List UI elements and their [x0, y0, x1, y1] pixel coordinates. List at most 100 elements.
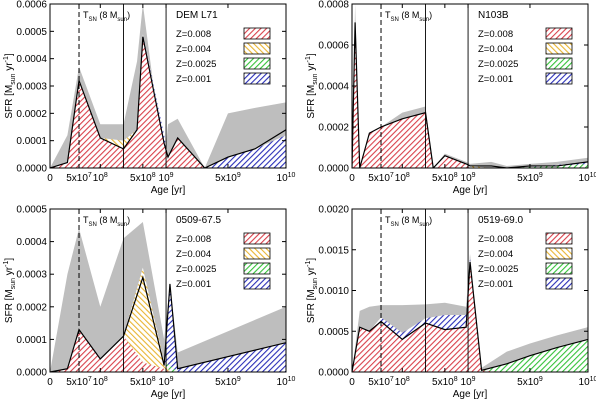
- x-tick-label: 5x108: [130, 376, 156, 388]
- y-tick-label: 0.0006: [318, 41, 349, 52]
- legend-label: Z=0.008: [176, 234, 211, 245]
- total-sfr-line: [50, 36, 286, 168]
- y-tick-label: 0.0000: [318, 164, 349, 175]
- x-tick-label: 108: [395, 376, 410, 388]
- panel-name: N103B: [478, 10, 509, 21]
- legend-swatch: [243, 57, 271, 70]
- x-tick-label: 5x109: [215, 172, 241, 184]
- legend: Z=0.008 Z=0.004 Z=0.0025 Z=0.001: [176, 27, 271, 85]
- y-tick-label: 0.0002: [16, 302, 47, 313]
- x-tick-label: 0: [47, 377, 53, 388]
- legend-swatch: [243, 42, 271, 55]
- y-tick-label: 0.0001: [16, 136, 47, 147]
- x-tick-label: 1010: [277, 376, 296, 388]
- y-tick-label: 0.0003: [16, 82, 47, 93]
- x-tick-label: 5x109: [517, 376, 543, 388]
- plot-frame: [49, 208, 287, 373]
- legend-label: Z=0.004: [478, 249, 513, 260]
- legend-label: Z=0.008: [478, 29, 513, 40]
- x-tick-label: 5x107: [66, 172, 92, 184]
- tsn-label: TSN (8 Msun): [385, 215, 432, 228]
- plot-area: [352, 4, 588, 168]
- panel-3: 0.0000 0.0001 0.0002 0.0003 0.0004 0.0005 0 5x1…: [3, 205, 296, 401]
- x-tick-label: 109: [159, 172, 174, 184]
- legend-swatch: [243, 232, 271, 245]
- y-tick-label: 0.0015: [318, 245, 349, 256]
- total-sfr-line: [352, 261, 588, 372]
- legend-swatch: [243, 27, 271, 40]
- x-tick-label: 5x107: [368, 172, 394, 184]
- x-tick-label: 5x108: [432, 376, 458, 388]
- x-axis-label: Age [yr]: [151, 389, 186, 400]
- legend: Z=0.008 Z=0.004 Z=0.0025 Z=0.001: [478, 27, 573, 85]
- panel-name: 0519-69.0: [478, 215, 523, 226]
- legend-label: Z=0.008: [478, 234, 513, 245]
- x-tick-label: 5x107: [368, 376, 394, 388]
- y-tick-label: 0.0004: [16, 54, 47, 65]
- tsn-label: TSN (8 Msun): [83, 10, 130, 23]
- panel-name: 0509-67.5: [176, 215, 221, 226]
- x-tick-label: 108: [93, 376, 108, 388]
- legend-swatch: [545, 27, 573, 40]
- series-area-Z0001: [50, 34, 286, 168]
- y-tick-label: 0.0004: [318, 82, 349, 93]
- x-tick-label: 5x107: [66, 376, 92, 388]
- y-tick-label: 0.0003: [16, 270, 47, 281]
- x-tick-label: 5x109: [215, 376, 241, 388]
- series-area-Z00025: [352, 261, 588, 372]
- x-tick-label: 108: [395, 172, 410, 184]
- y-tick-label: 0.0008: [318, 0, 349, 11]
- x-tick-label: 1010: [277, 172, 296, 184]
- total-sfr-line: [50, 275, 286, 372]
- x-axis-label: Age [yr]: [453, 389, 488, 400]
- plot-area: [352, 253, 588, 372]
- legend-swatch: [545, 232, 573, 245]
- y-tick-label: 0.0006: [16, 0, 47, 11]
- legend-swatch: [243, 262, 271, 275]
- legend-label: Z=0.0025: [478, 264, 518, 275]
- x-tick-label: 5x109: [517, 172, 543, 184]
- y-tick-label: 0.0004: [16, 237, 47, 248]
- legend-label: Z=0.0025: [176, 59, 216, 70]
- y-tick-label: 0.0005: [318, 327, 349, 338]
- y-tick-label: 0.0002: [318, 123, 349, 134]
- legend-swatch: [243, 247, 271, 260]
- uncertainty-band: [50, 222, 286, 372]
- y-tick-label: 0.0010: [318, 286, 349, 297]
- series-area-Z0008: [352, 22, 588, 168]
- x-axis-label: Age [yr]: [453, 185, 488, 196]
- x-tick-label: 109: [461, 172, 476, 184]
- y-tick-label: 0.0002: [16, 109, 47, 120]
- legend-label: Z=0.004: [176, 249, 211, 260]
- y-axis-label: SFR [Msun yr-1]: [305, 258, 319, 324]
- legend-label: Z=0.004: [478, 44, 513, 55]
- y-tick-label: 0.0001: [16, 335, 47, 346]
- y-tick-label: 0.0000: [16, 164, 47, 175]
- y-tick-label: 0.0005: [16, 205, 47, 216]
- legend-label: Z=0.0025: [478, 59, 518, 70]
- x-tick-label: 109: [159, 376, 174, 388]
- legend-swatch: [545, 262, 573, 275]
- x-tick-label: 5x108: [130, 172, 156, 184]
- x-tick-label: 109: [461, 376, 476, 388]
- series-area-Z0001: [50, 267, 286, 372]
- x-tick-label: 5x108: [432, 172, 458, 184]
- panel-2: 0.0000 0.0002 0.0004 0.0006 0.0008 0 5x107 108 5…: [305, 0, 596, 196]
- total-sfr-line: [352, 22, 588, 168]
- series-area-Z0008: [50, 36, 286, 168]
- legend: Z=0.008 Z=0.004 Z=0.0025 Z=0.001: [176, 232, 271, 290]
- series-area-Z0008: [50, 329, 286, 372]
- legend-swatch: [243, 277, 271, 290]
- panel-1: 0.0000 0.0001 0.0002 0.0003 0.0004 0.0005 0.00…: [3, 0, 296, 196]
- uncertainty-band: [50, 4, 286, 168]
- legend: Z=0.008 Z=0.004 Z=0.0025 Z=0.001: [478, 232, 573, 290]
- legend-label: Z=0.008: [176, 29, 211, 40]
- legend-label: Z=0.001: [176, 74, 211, 85]
- plot-area: [50, 4, 286, 168]
- legend-swatch: [545, 277, 573, 290]
- x-tick-label: 0: [349, 377, 355, 388]
- x-tick-label: 0: [47, 173, 53, 184]
- y-tick-label: 0.0000: [318, 368, 349, 379]
- legend-label: Z=0.001: [478, 279, 513, 290]
